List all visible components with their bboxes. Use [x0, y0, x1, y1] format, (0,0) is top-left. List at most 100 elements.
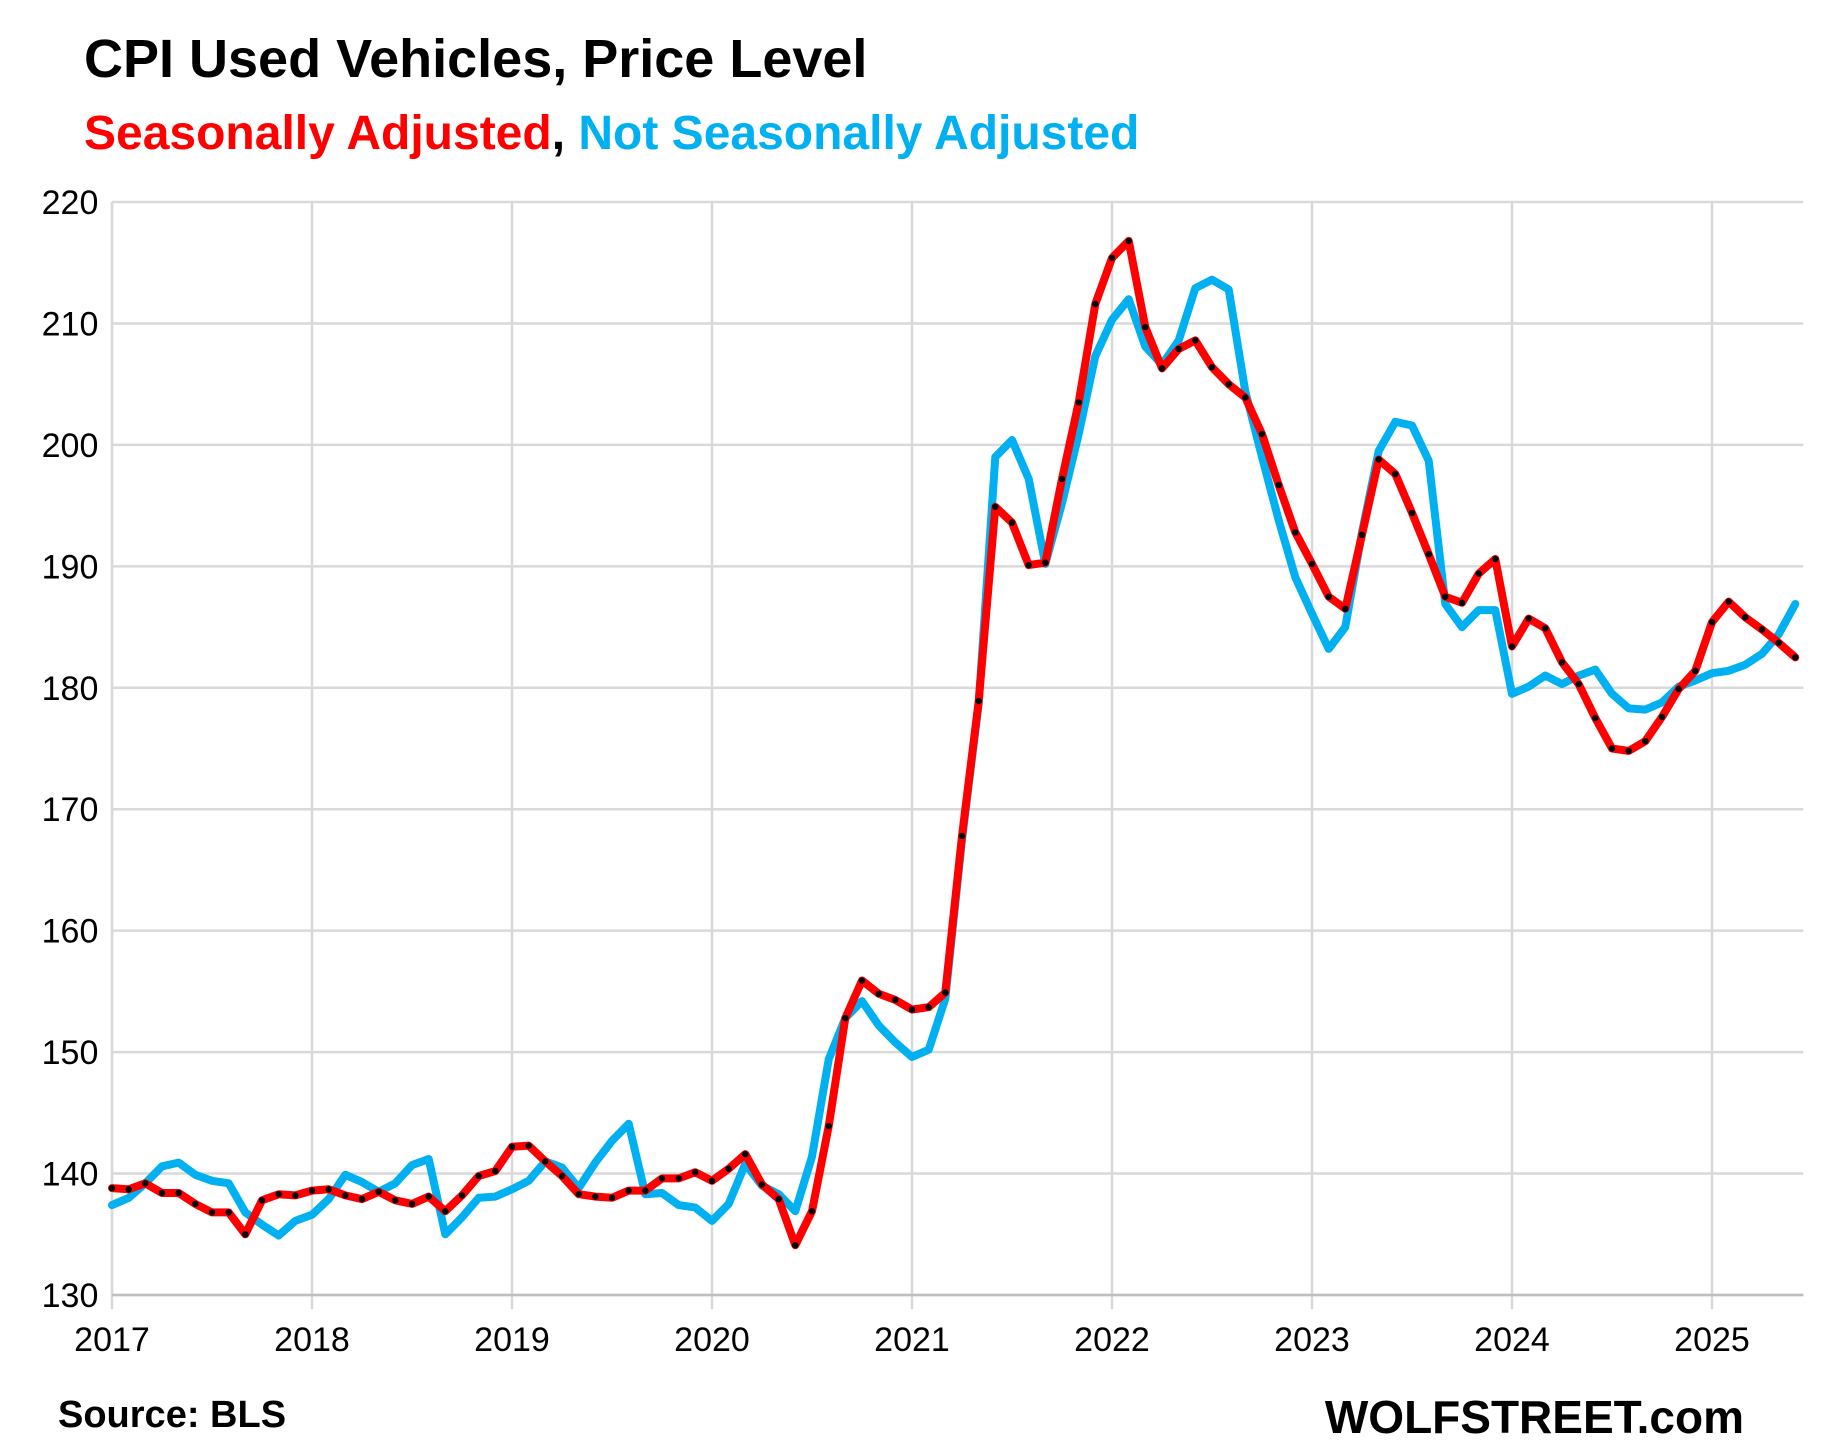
- data-point-seasonally-adjusted: [708, 1177, 716, 1185]
- data-point-seasonally-adjusted: [542, 1158, 549, 1165]
- data-point-seasonally-adjusted: [1492, 555, 1499, 563]
- data-point-seasonally-adjusted: [1558, 659, 1566, 666]
- data-point-seasonally-adjusted: [325, 1186, 332, 1193]
- data-point-seasonally-adjusted: [892, 996, 899, 1004]
- data-point-seasonally-adjusted: [1258, 430, 1266, 438]
- x-tick-labels: 2017 2018 2019 2020 2021 2022 2023 2024 2025: [74, 1321, 1750, 1359]
- data-point-seasonally-adjusted: [1775, 639, 1782, 646]
- data-point-seasonally-adjusted: [475, 1172, 482, 1180]
- y-tick-label: 210: [42, 305, 99, 343]
- y-tick-label: 150: [42, 1034, 99, 1072]
- data-point-seasonally-adjusted: [1525, 615, 1532, 622]
- data-point-seasonally-adjusted: [825, 1123, 832, 1130]
- y-tick-label: 200: [42, 427, 99, 465]
- data-point-seasonally-adjusted: [1675, 685, 1682, 693]
- data-point-seasonally-adjusted: [1008, 519, 1016, 526]
- y-tick-label: 140: [42, 1156, 99, 1194]
- data-point-seasonally-adjusted: [558, 1172, 566, 1180]
- data-point-seasonally-adjusted: [458, 1192, 466, 1199]
- series-line-seasonally-adjusted: [108, 236, 1800, 1250]
- axes: [110, 202, 1804, 1297]
- data-point-seasonally-adjusted: [658, 1175, 666, 1182]
- chart-title: CPI Used Vehicles, Price Level: [84, 29, 868, 89]
- data-point-seasonally-adjusted: [1192, 337, 1199, 344]
- brand-label: WOLFSTREET.com: [1324, 1391, 1744, 1443]
- y-tick-labels: 130 140 150 160 170 180 190 200 210 220: [42, 184, 99, 1315]
- data-point-seasonally-adjusted: [1208, 364, 1216, 371]
- y-tick-label: 180: [42, 670, 99, 708]
- data-point-seasonally-adjusted: [1742, 614, 1749, 621]
- y-tick-label: 170: [42, 791, 99, 829]
- chart-subtitle: Seasonally Adjusted, Not Seasonally Adju…: [84, 106, 1139, 161]
- data-point-seasonally-adjusted: [358, 1195, 366, 1203]
- data-point-seasonally-adjusted: [158, 1189, 166, 1197]
- x-tick-label: 2020: [674, 1321, 750, 1359]
- x-tick-label: 2018: [274, 1321, 350, 1359]
- data-point-seasonally-adjusted: [1158, 365, 1166, 372]
- data-point-seasonally-adjusted: [1708, 619, 1716, 626]
- data-point-seasonally-adjusted: [308, 1187, 316, 1194]
- data-point-seasonally-adjusted: [1758, 626, 1766, 633]
- data-point-seasonally-adjusted: [1375, 456, 1382, 463]
- data-point-seasonally-adjusted: [258, 1197, 266, 1204]
- y-gridlines: [112, 200, 1804, 1297]
- subtitle-separator: ,: [551, 107, 579, 160]
- data-point-seasonally-adjusted: [625, 1187, 632, 1194]
- data-point-seasonally-adjusted: [792, 1242, 799, 1249]
- data-point-seasonally-adjusted: [875, 990, 882, 997]
- data-point-seasonally-adjusted: [1058, 475, 1066, 483]
- x-tick-label: 2017: [74, 1321, 150, 1359]
- data-point-seasonally-adjusted: [1658, 713, 1666, 721]
- data-point-seasonally-adjusted: [442, 1208, 449, 1215]
- data-point-seasonally-adjusted: [1308, 560, 1316, 568]
- data-point-seasonally-adjusted: [175, 1189, 182, 1197]
- x-tick-label: 2019: [474, 1321, 550, 1359]
- data-point-seasonally-adjusted: [1175, 345, 1182, 353]
- subtitle-sa: Seasonally Adjusted: [84, 107, 552, 160]
- data-point-seasonally-adjusted: [1392, 470, 1399, 478]
- data-point-seasonally-adjusted: [242, 1231, 249, 1238]
- data-point-seasonally-adjusted: [342, 1192, 349, 1199]
- x-gridlines: [110, 202, 1714, 1309]
- series-layer: [108, 236, 1800, 1250]
- data-point-seasonally-adjusted: [1508, 643, 1516, 650]
- data-point-seasonally-adjusted: [508, 1143, 516, 1151]
- y-tick-label: 130: [42, 1277, 99, 1315]
- data-point-seasonally-adjusted: [1242, 394, 1249, 401]
- data-point-seasonally-adjusted: [1725, 598, 1732, 605]
- data-point-seasonally-adjusted: [1592, 714, 1599, 722]
- data-point-seasonally-adjusted: [208, 1209, 216, 1216]
- x-tick-label: 2022: [1074, 1321, 1150, 1359]
- data-point-seasonally-adjusted: [808, 1208, 816, 1215]
- data-point-seasonally-adjusted: [492, 1167, 499, 1175]
- data-point-seasonally-adjusted: [1075, 399, 1082, 406]
- data-point-seasonally-adjusted: [375, 1188, 382, 1196]
- data-point-seasonally-adjusted: [1025, 561, 1032, 569]
- data-point-seasonally-adjusted: [1092, 300, 1099, 308]
- data-point-seasonally-adjusted: [1692, 667, 1699, 674]
- source-label: Source: BLS: [58, 1394, 287, 1436]
- data-point-seasonally-adjusted: [1475, 570, 1482, 577]
- data-point-seasonally-adjusted: [1108, 254, 1116, 262]
- data-point-seasonally-adjusted: [992, 503, 999, 510]
- x-tick-label: 2025: [1674, 1321, 1750, 1359]
- data-point-seasonally-adjusted: [1125, 237, 1132, 245]
- data-point-seasonally-adjusted: [958, 832, 966, 840]
- data-point-seasonally-adjusted: [575, 1191, 582, 1198]
- data-point-seasonally-adjusted: [108, 1184, 116, 1192]
- data-point-seasonally-adjusted: [675, 1175, 682, 1182]
- data-point-seasonally-adjusted: [692, 1169, 699, 1176]
- data-point-seasonally-adjusted: [1575, 680, 1582, 688]
- data-point-seasonally-adjusted: [1042, 559, 1049, 566]
- data-point-seasonally-adjusted: [925, 1004, 932, 1011]
- data-point-seasonally-adjusted: [842, 1014, 849, 1022]
- data-point-seasonally-adjusted: [592, 1193, 599, 1200]
- data-point-seasonally-adjusted: [125, 1186, 132, 1193]
- data-point-seasonally-adjusted: [1608, 745, 1616, 752]
- data-point-seasonally-adjusted: [1342, 605, 1349, 612]
- data-point-seasonally-adjusted: [942, 989, 949, 996]
- data-point-seasonally-adjusted: [408, 1200, 416, 1208]
- data-point-seasonally-adjusted: [1275, 481, 1282, 489]
- y-tick-label: 220: [42, 184, 99, 222]
- data-point-seasonally-adjusted: [1642, 738, 1649, 745]
